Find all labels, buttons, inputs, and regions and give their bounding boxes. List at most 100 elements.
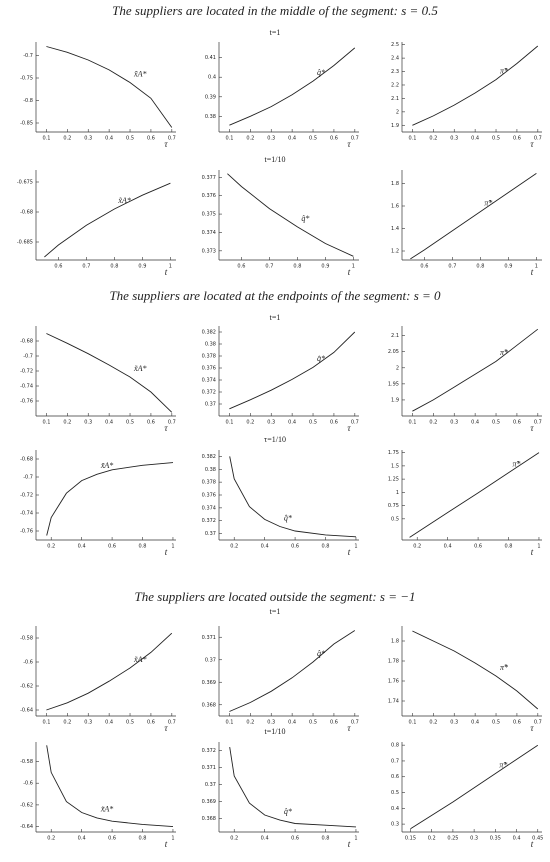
x-tick-label: 1 [171, 836, 174, 842]
curve [46, 333, 173, 413]
x-axis-label: t [348, 267, 351, 277]
x-tick-label: 0.4 [288, 136, 296, 142]
x-tick-label: 0.3 [267, 720, 275, 726]
x-tick-label: 0.4 [261, 836, 269, 842]
y-tick-label: 2.3 [391, 69, 399, 75]
y-tick-label: 0.368 [202, 816, 216, 822]
curve-label: x̃A* [117, 196, 130, 205]
x-tick-label: 0.9 [138, 264, 146, 270]
x-tick-label: 0.2 [47, 836, 55, 842]
x-tick-label: 0.6 [330, 136, 338, 142]
curve-label: π̃* [484, 198, 492, 207]
x-tick-label: 0.4 [444, 544, 452, 550]
x-tick-label: 0.1 [408, 420, 416, 426]
curve [229, 47, 356, 126]
x-tick-label: 0.6 [54, 264, 62, 270]
y-tick-label: -0.7 [23, 53, 33, 59]
x-axis-label: t [165, 547, 168, 557]
y-tick-label: 0.376 [202, 493, 216, 499]
y-tick-label: 0.368 [202, 702, 216, 708]
y-tick-label: 0.372 [202, 390, 216, 396]
x-tick-label: 0.1 [42, 136, 50, 142]
x-tick-label: 0.2 [413, 544, 421, 550]
section-title: The suppliers are located outside the se… [135, 589, 416, 604]
curve [227, 173, 354, 257]
x-tick-label: 0.6 [291, 544, 299, 550]
y-tick-label: -0.6 [23, 660, 33, 666]
x-tick-label: 0.6 [513, 420, 521, 426]
curve [229, 747, 357, 828]
y-tick-label: 1.78 [388, 659, 399, 665]
x-axis-label: t [531, 839, 534, 849]
y-tick-label: -0.76 [20, 399, 33, 405]
x-tick-label: 0.4 [471, 720, 479, 726]
section-title: The suppliers are located at the endpoin… [109, 288, 441, 303]
x-axis-label: τ [164, 723, 168, 733]
x-tick-label: 0.5 [126, 136, 134, 142]
x-tick-label: 0.8 [322, 544, 330, 550]
curve-label: x̃A* [133, 655, 146, 664]
curve [410, 173, 537, 260]
y-tick-label: 1.6 [391, 204, 399, 210]
x-tick-label: 0.2 [246, 720, 254, 726]
x-tick-label: 0.3 [470, 836, 478, 842]
curve-label: q̂* [317, 68, 325, 77]
x-tick-label: 0.3 [84, 136, 92, 142]
curve-label: q̂* [317, 649, 325, 658]
y-tick-label: 0.5 [391, 790, 399, 796]
x-tick-label: 0.4 [105, 136, 113, 142]
y-tick-label: 1.4 [391, 226, 399, 232]
x-tick-label: 0.4 [288, 420, 296, 426]
y-tick-label: 0.376 [202, 193, 216, 199]
curve-label: q̂* [301, 214, 309, 223]
x-tick-label: 0.1 [408, 720, 416, 726]
x-tick-label: 0.1 [225, 720, 233, 726]
x-tick-label: 0.4 [261, 544, 269, 550]
curve-label: x̃A* [133, 364, 146, 373]
x-tick-label: 0.7 [168, 420, 176, 426]
y-tick-label: 1.25 [388, 477, 399, 483]
y-tick-label: 0.37 [205, 531, 216, 537]
y-tick-label: 1.76 [388, 679, 399, 685]
y-tick-label: 0.382 [202, 330, 216, 336]
x-tick-label: 0.6 [420, 264, 428, 270]
y-tick-label: 0.37 [205, 782, 216, 788]
y-tick-label: 1.9 [391, 123, 399, 129]
y-tick-label: 0.39 [205, 94, 216, 100]
y-tick-label: 1.5 [391, 463, 399, 469]
x-axis-label: τ [347, 423, 351, 433]
x-tick-label: 0.6 [330, 720, 338, 726]
curve [46, 745, 174, 828]
y-tick-label: -0.76 [20, 529, 33, 535]
x-tick-label: 0.7 [351, 420, 359, 426]
row-label: t=1/10 [265, 155, 286, 164]
x-tick-label: 0.6 [474, 544, 482, 550]
curve-label: π̃* [500, 66, 508, 75]
y-tick-label: 0.374 [202, 230, 216, 236]
curve-label: x̃A* [100, 461, 113, 470]
x-tick-label: 0.6 [108, 836, 116, 842]
y-tick-label: 0.372 [202, 518, 216, 524]
y-tick-label: 1.74 [388, 699, 399, 705]
curve [412, 630, 539, 710]
x-tick-label: 0.2 [63, 136, 71, 142]
y-tick-label: 2.1 [391, 96, 399, 102]
x-tick-label: 0.4 [288, 720, 296, 726]
x-tick-label: 0.5 [309, 420, 317, 426]
x-tick-label: 0.7 [168, 720, 176, 726]
y-tick-label: -0.62 [20, 684, 33, 690]
y-tick-label: -0.675 [17, 180, 33, 186]
x-tick-label: 0.8 [139, 836, 147, 842]
x-tick-label: 0.2 [429, 720, 437, 726]
row-label: τ=1/10 [264, 435, 286, 444]
x-tick-label: 0.5 [126, 720, 134, 726]
x-tick-label: 0.4 [513, 836, 521, 842]
x-tick-label: 0.6 [237, 264, 245, 270]
y-tick-label: 2.4 [391, 56, 399, 62]
curve-label: π̃* [500, 348, 508, 357]
x-tick-label: 0.9 [504, 264, 512, 270]
y-tick-label: -0.58 [20, 759, 33, 765]
x-tick-label: 0.5 [309, 136, 317, 142]
y-tick-label: 1 [396, 490, 399, 496]
x-tick-label: 0.1 [225, 420, 233, 426]
